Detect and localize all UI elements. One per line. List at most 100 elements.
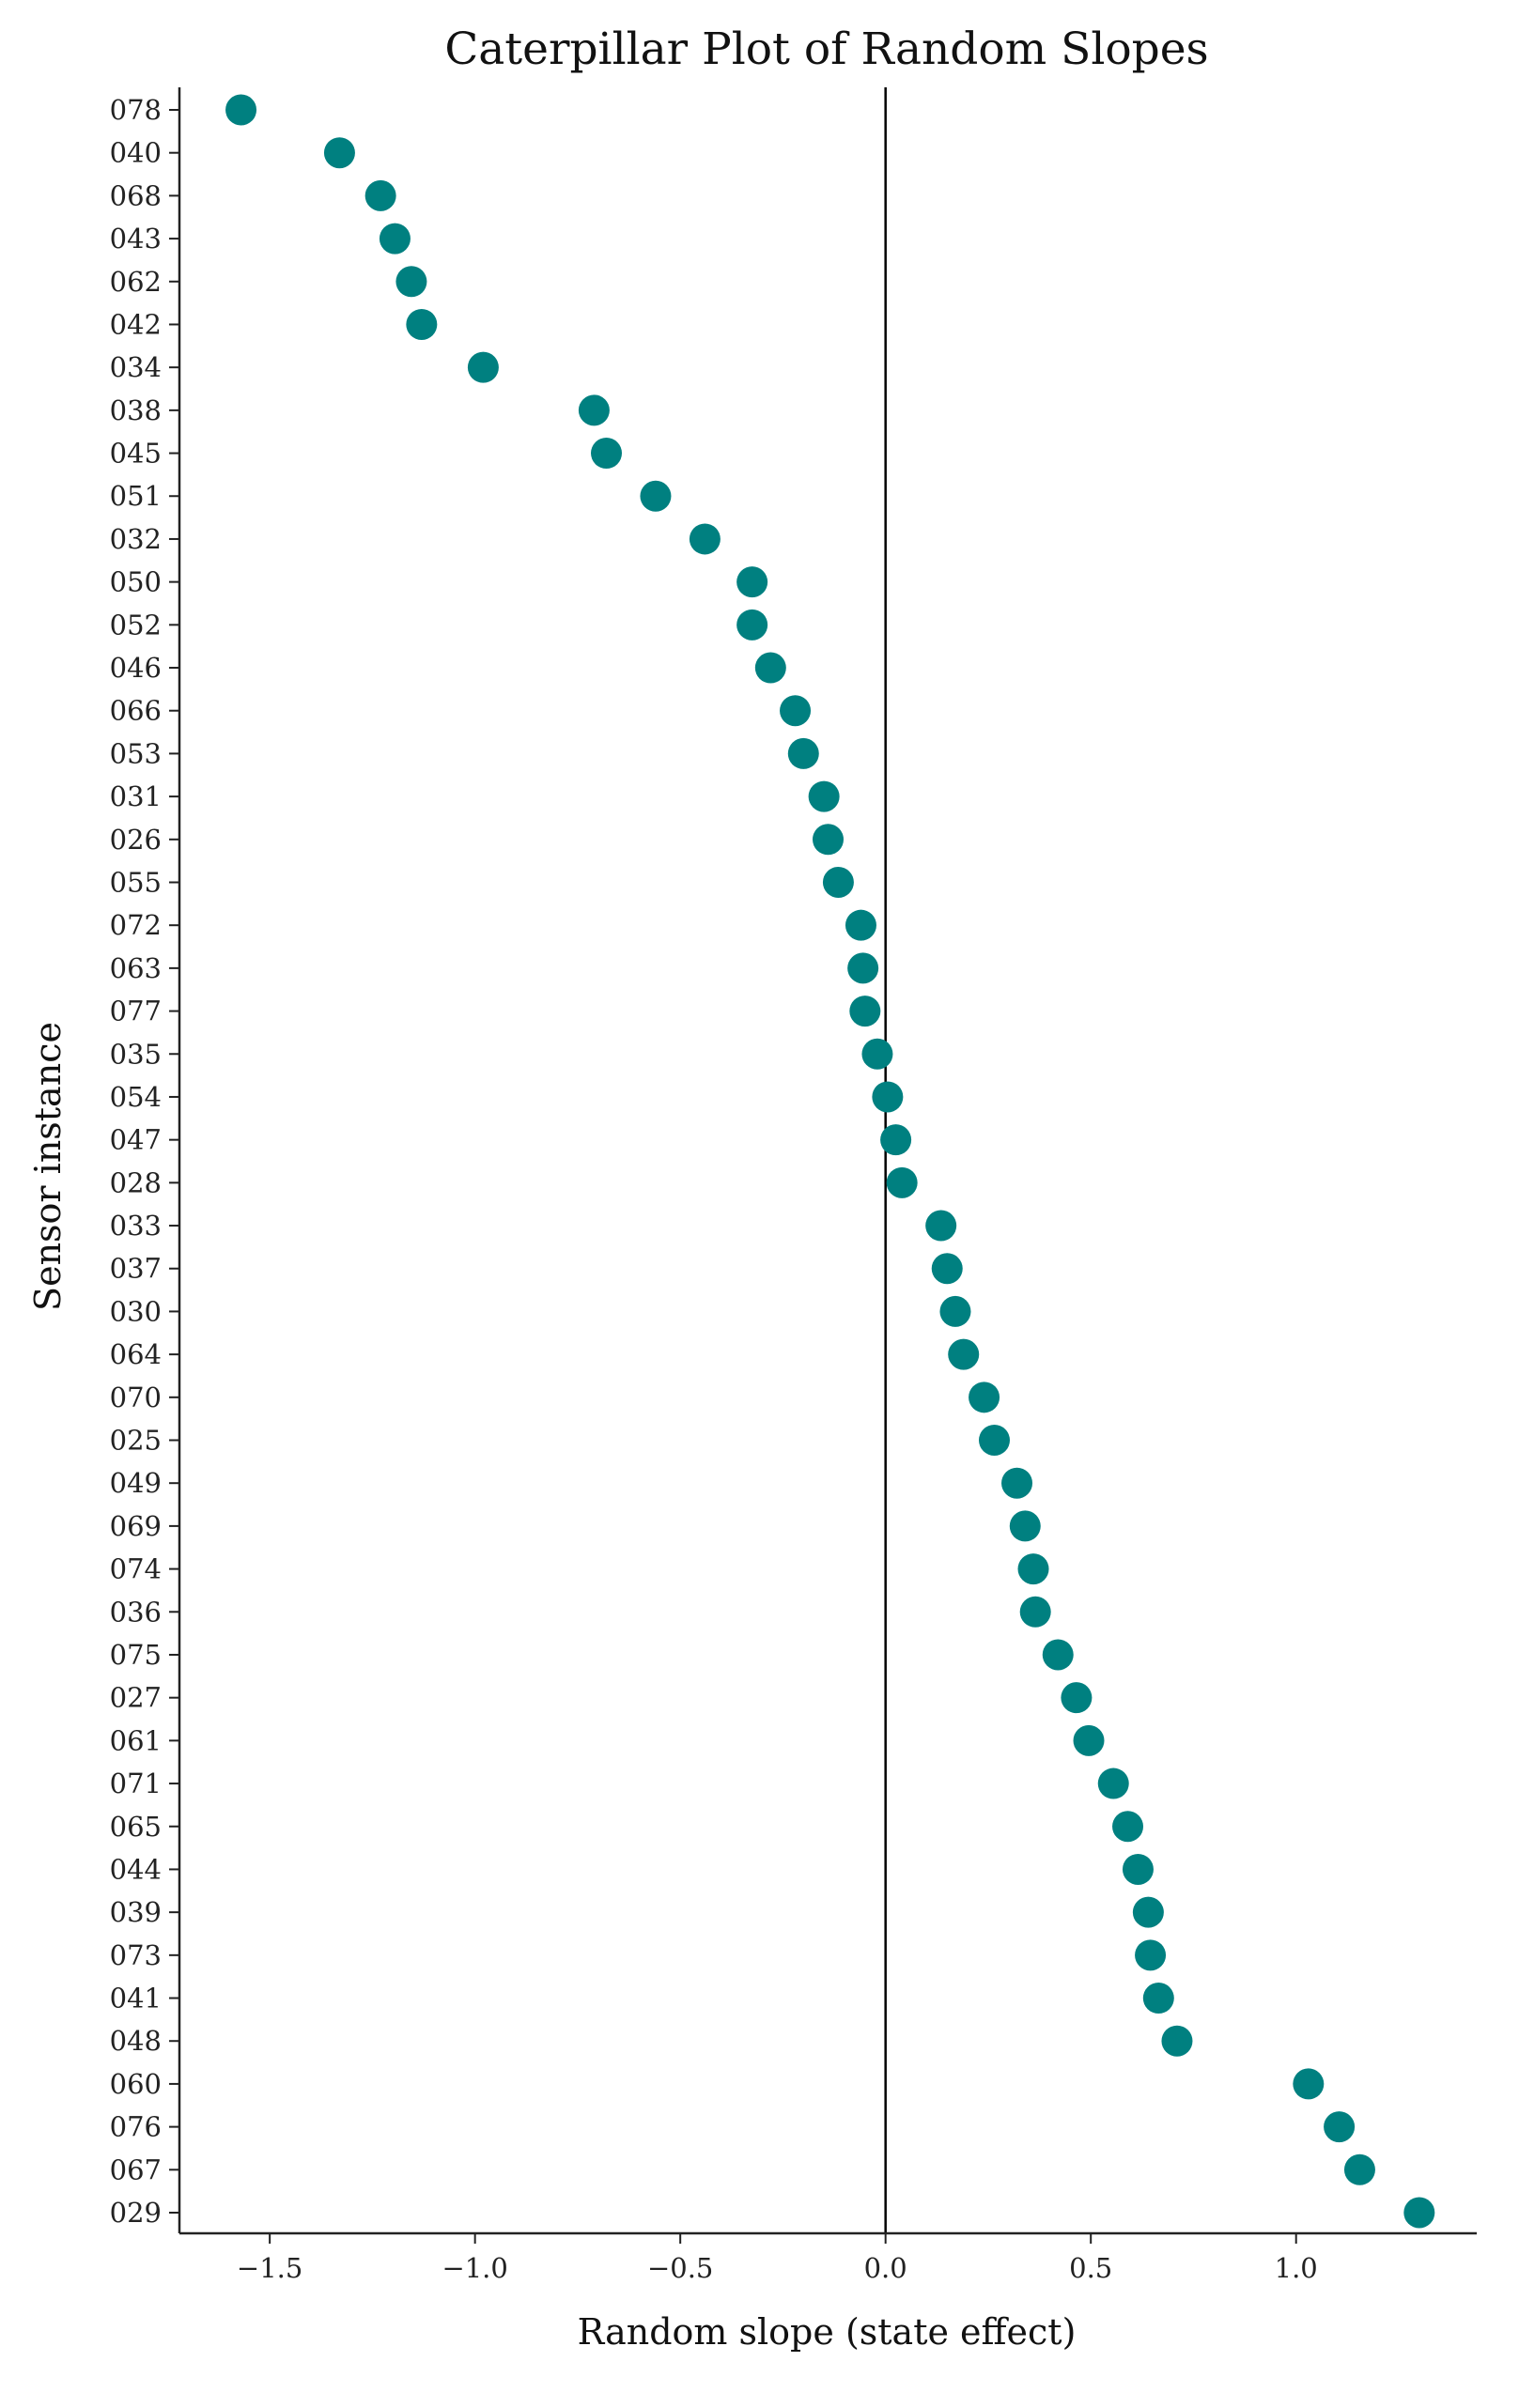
- y-tick-label: 064: [110, 1338, 162, 1370]
- data-point: [939, 1295, 971, 1327]
- x-tick-label: −0.5: [647, 2252, 713, 2284]
- data-point: [1019, 1596, 1051, 1628]
- plot-area: −1.5 −1.0 −0.5 0.0 0.5 1.0 078 040 068 043 062 042 0…: [110, 87, 1477, 2284]
- y-tick-label: 041: [110, 1983, 162, 2014]
- y-tick-label: 067: [110, 2153, 162, 2185]
- data-point: [813, 824, 844, 856]
- y-tick-label: 027: [110, 1682, 162, 1714]
- data-point: [1061, 1682, 1093, 1714]
- y-tick-label: 061: [110, 1724, 162, 1756]
- data-point: [808, 780, 840, 812]
- data-point: [931, 1253, 963, 1285]
- data-point: [225, 94, 257, 126]
- y-tick-label: 073: [110, 1939, 162, 1971]
- y-tick-label: 036: [110, 1596, 162, 1628]
- y-tick-label: 031: [110, 780, 162, 812]
- data-point: [591, 438, 623, 470]
- y-tick-label: 066: [110, 695, 162, 727]
- y-tick-label: 074: [110, 1553, 162, 1585]
- data-point: [1324, 2111, 1356, 2143]
- data-point: [948, 1338, 980, 1370]
- y-tick-label: 045: [110, 438, 162, 470]
- y-tick-label: 076: [110, 2111, 162, 2143]
- y-tick-label: 042: [110, 308, 162, 340]
- x-tick-label: 0.0: [864, 2252, 907, 2284]
- data-point: [849, 996, 881, 1027]
- data-point: [406, 308, 438, 340]
- y-tick-label: 046: [110, 652, 162, 684]
- data-point: [872, 1081, 904, 1113]
- data-point: [822, 866, 854, 898]
- data-point: [1343, 2153, 1375, 2185]
- y-tick-label: 053: [110, 737, 162, 769]
- data-point: [1403, 2197, 1435, 2229]
- data-point: [1122, 1853, 1154, 1885]
- data-point: [886, 1166, 918, 1198]
- data-point: [861, 1038, 893, 1070]
- data-point: [364, 179, 396, 211]
- y-tick-label: 033: [110, 1210, 162, 1242]
- y-tick-label: 072: [110, 909, 162, 941]
- y-tick-label: 048: [110, 2025, 162, 2057]
- y-axis-label: Sensor instance: [27, 1022, 69, 1311]
- data-point: [323, 137, 355, 169]
- data-point: [379, 223, 411, 255]
- data-point: [1112, 1811, 1144, 1843]
- y-tick-label: 032: [110, 523, 162, 555]
- x-tick-label: 1.0: [1275, 2252, 1318, 2284]
- data-point: [847, 952, 879, 984]
- x-tick-label: −1.0: [442, 2252, 507, 2284]
- y-tick-label: 025: [110, 1425, 162, 1457]
- y-tick-label: 047: [110, 1124, 162, 1156]
- y-tick-label: 028: [110, 1166, 162, 1198]
- data-point: [978, 1425, 1010, 1457]
- y-tick-label: 054: [110, 1081, 162, 1113]
- y-tick-label: 037: [110, 1253, 162, 1285]
- y-tick-label: 077: [110, 996, 162, 1027]
- y-tick-label: 075: [110, 1639, 162, 1671]
- data-point: [1009, 1510, 1041, 1542]
- y-tick-label: 078: [110, 94, 162, 126]
- data-point: [1042, 1639, 1074, 1671]
- x-tick-label: −1.5: [237, 2252, 302, 2284]
- y-tick-label: 039: [110, 1896, 162, 1928]
- data-point: [880, 1124, 912, 1156]
- data-point: [1161, 2025, 1193, 2057]
- data-point: [1073, 1724, 1105, 1756]
- y-tick-label: 049: [110, 1467, 162, 1499]
- data-point: [1017, 1553, 1049, 1585]
- y-tick-label: 069: [110, 1510, 162, 1542]
- data-point: [578, 394, 610, 426]
- x-tick-label: 0.5: [1069, 2252, 1112, 2284]
- data-point: [736, 566, 768, 598]
- y-tick-label: 034: [110, 351, 162, 383]
- y-tick-label: 062: [110, 266, 162, 298]
- x-axis-label: Random slope (state effect): [578, 2311, 1077, 2353]
- y-tick-label: 060: [110, 2068, 162, 2100]
- data-point: [787, 737, 819, 769]
- data-point: [736, 609, 768, 641]
- y-tick-label: 070: [110, 1382, 162, 1413]
- y-tick-label: 026: [110, 824, 162, 856]
- y-tick-label: 040: [110, 137, 162, 169]
- data-point: [845, 909, 876, 941]
- data-point: [754, 652, 786, 684]
- y-tick-label: 038: [110, 394, 162, 426]
- y-tick-label: 063: [110, 952, 162, 984]
- y-tick-label: 068: [110, 179, 162, 211]
- y-tick-label: 065: [110, 1811, 162, 1843]
- data-point: [1132, 1896, 1164, 1928]
- data-point: [1142, 1983, 1174, 2014]
- data-point: [1135, 1939, 1167, 1971]
- y-tick-label: 051: [110, 480, 162, 512]
- data-point: [969, 1382, 1000, 1413]
- y-tick-label: 071: [110, 1767, 162, 1799]
- data-point: [1001, 1467, 1033, 1499]
- data-point: [689, 523, 721, 555]
- data-point: [467, 351, 499, 383]
- y-tick-label: 052: [110, 609, 162, 641]
- y-tick-label: 044: [110, 1853, 162, 1885]
- y-tick-label: 043: [110, 223, 162, 255]
- y-tick-label: 035: [110, 1038, 162, 1070]
